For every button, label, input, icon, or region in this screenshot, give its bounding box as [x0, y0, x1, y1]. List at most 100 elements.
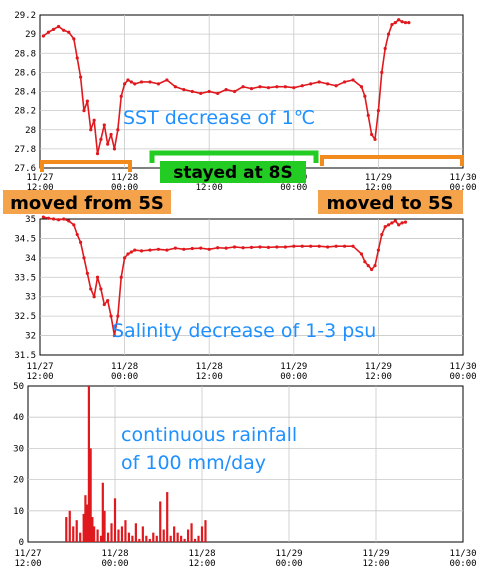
- y-tick-label: 29: [25, 30, 36, 40]
- rainfall-bar: [134, 523, 137, 542]
- x-tick-label: 11/28: [188, 549, 215, 559]
- rainfall-bar: [124, 520, 127, 542]
- rainfall-bar: [190, 523, 193, 542]
- rainfall-bar: [106, 532, 110, 542]
- left-orange-bracket: [40, 160, 132, 172]
- rainfall-bar: [180, 535, 183, 542]
- series-segment: [158, 248, 167, 251]
- y-tick-label: 32.5: [14, 312, 36, 322]
- series-segment: [352, 79, 362, 88]
- rainfall-bar: [173, 526, 176, 542]
- series-segment: [83, 257, 89, 274]
- x-tick-label: 12:00: [26, 372, 53, 382]
- rainfall-bar: [120, 526, 124, 542]
- rainfall-bar: [75, 520, 78, 542]
- series-segment: [93, 120, 99, 154]
- y-tick-label: 28: [25, 126, 36, 136]
- series-segment: [374, 110, 380, 140]
- series-segment: [242, 85, 252, 90]
- green-bracket: [149, 150, 319, 163]
- series-segment: [63, 218, 70, 222]
- x-tick-label: 11/27: [26, 362, 53, 372]
- series-segment: [183, 247, 193, 251]
- y-tick-label: 29.2: [14, 11, 36, 21]
- series-segment: [384, 33, 390, 49]
- rainfall-bar: [141, 526, 144, 542]
- series-segment: [394, 19, 400, 24]
- series-segment: [124, 79, 129, 85]
- rainfall-bar: [186, 529, 190, 542]
- rainfall-bar: [86, 504, 89, 542]
- x-tick-label: 00:00: [280, 372, 307, 382]
- series-segment: [268, 85, 277, 89]
- series-segment: [175, 247, 184, 251]
- rainfall-bar: [152, 532, 155, 542]
- rainfall-annotation-line1: continuous rainfall: [121, 424, 297, 446]
- series-segment: [352, 245, 363, 255]
- series-segment: [100, 288, 106, 305]
- series-segment: [113, 316, 119, 336]
- series-segment: [209, 90, 218, 95]
- y-tick-label: 31.5: [14, 351, 36, 361]
- series-segment: [391, 220, 396, 224]
- series-segment: [106, 300, 112, 317]
- series-segment: [364, 96, 370, 116]
- series-segment: [183, 88, 193, 93]
- series-segment: [364, 261, 369, 267]
- series-segment: [149, 81, 159, 85]
- x-tick-label: 11/30: [449, 362, 476, 372]
- series-segment: [319, 81, 328, 85]
- series-segment: [384, 224, 389, 228]
- series-segment: [130, 81, 136, 85]
- rainfall-bar: [204, 520, 207, 542]
- series-segment: [120, 257, 126, 278]
- x-tick-label: 11/30: [449, 549, 476, 559]
- y-tick-label: 33: [25, 293, 36, 303]
- series-segment: [103, 124, 109, 145]
- rainfall-bar: [87, 386, 90, 542]
- series-segment: [398, 19, 403, 23]
- series-segment: [123, 253, 129, 259]
- x-tick-label: 11/30: [449, 173, 476, 183]
- series-segment: [110, 316, 116, 336]
- rainfall-bar: [93, 526, 96, 542]
- x-tick-label: 00:00: [111, 372, 138, 382]
- x-tick-label: 00:00: [280, 183, 307, 193]
- series-segment: [100, 124, 106, 140]
- y-tick-label: 34: [25, 254, 36, 264]
- y-tick-label: 33.5: [14, 273, 36, 283]
- y-tick-label: 27.8: [14, 145, 36, 155]
- series-segment: [327, 245, 337, 248]
- x-tick-label: 12:00: [196, 372, 223, 382]
- series-segment: [106, 134, 112, 145]
- series-segment: [371, 265, 376, 271]
- series-segment: [73, 224, 78, 235]
- series-segment: [377, 234, 383, 251]
- series-segment: [48, 217, 54, 220]
- series-segment: [217, 88, 227, 95]
- x-tick-label: 12:00: [26, 183, 53, 193]
- series-segment: [79, 242, 85, 259]
- series-segment: [166, 79, 176, 88]
- series-segment: [166, 247, 176, 251]
- rainfall-bar: [197, 535, 200, 542]
- rainfall-bar: [103, 510, 106, 542]
- series-segment: [360, 86, 366, 97]
- rainfall-annotation-line2: of 100 mm/day: [121, 452, 266, 474]
- series-segment: [285, 85, 294, 89]
- x-tick-label: 12:00: [362, 559, 389, 569]
- series-segment: [79, 77, 85, 111]
- x-tick-label: 00:00: [275, 559, 302, 569]
- rainfall-bar: [155, 535, 158, 542]
- series-segment: [127, 251, 132, 255]
- series-segment: [86, 100, 92, 130]
- series-segment: [259, 85, 269, 89]
- y-tick-label: 28.2: [14, 107, 36, 117]
- series-segment: [381, 226, 386, 235]
- stayed-label: stayed at 8S: [173, 163, 292, 183]
- series-segment: [68, 31, 75, 40]
- y-tick-label: 50: [13, 382, 24, 392]
- rainfall-bar: [113, 498, 117, 542]
- rainfall-bar: [183, 538, 186, 542]
